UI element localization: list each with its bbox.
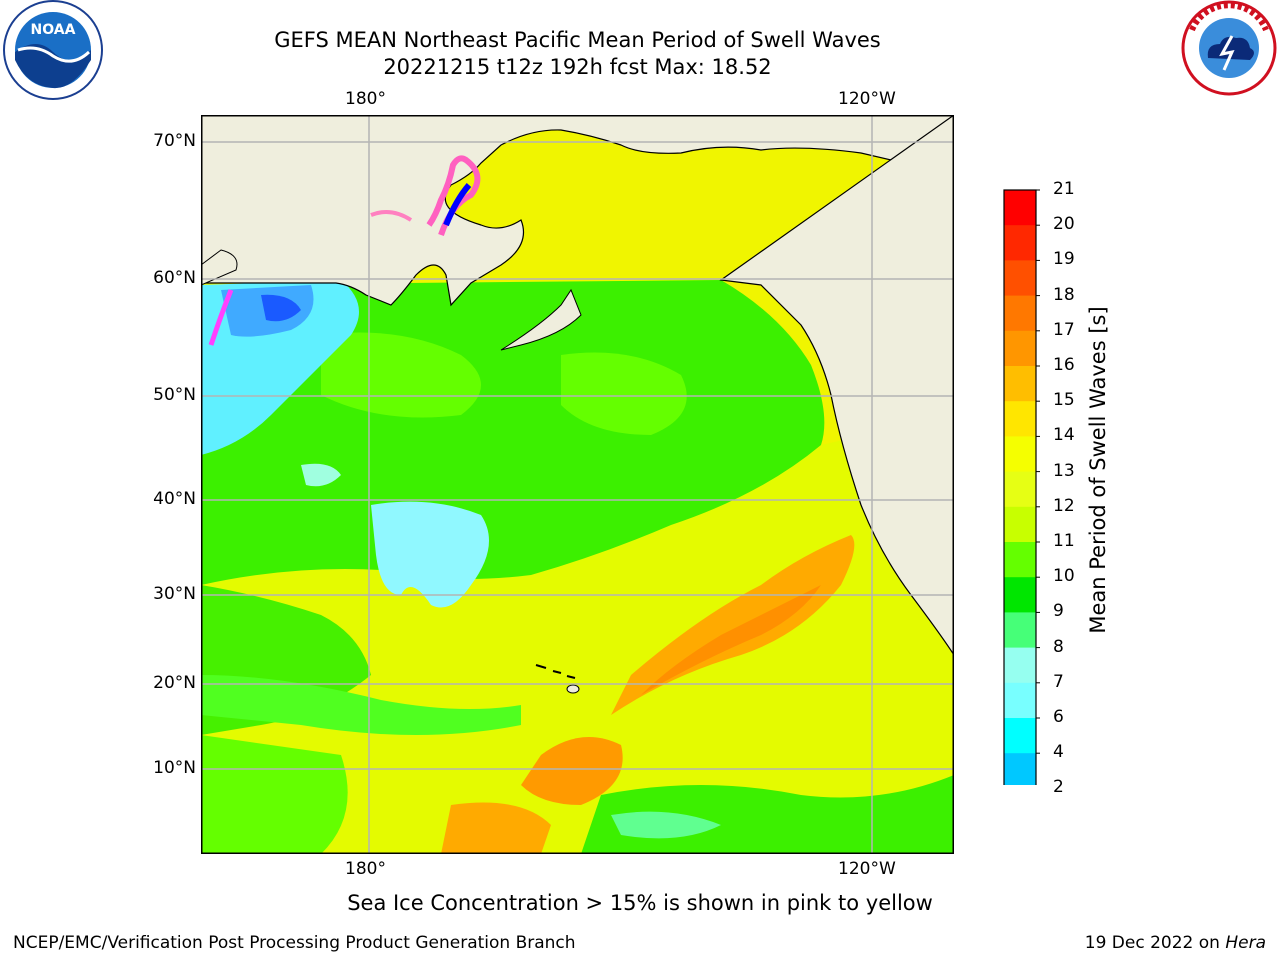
colorbar-tick-label: 10 bbox=[1053, 566, 1075, 587]
colorbar bbox=[1003, 189, 1040, 785]
swell-period-map bbox=[201, 115, 954, 854]
colorbar-segment bbox=[1004, 225, 1036, 261]
lon-label-bottom-180: 180° bbox=[345, 859, 386, 879]
footer-date-text: 19 Dec 2022 on bbox=[1084, 933, 1226, 953]
colorbar-tick-label: 11 bbox=[1053, 531, 1075, 551]
colorbar-tick-label: 13 bbox=[1053, 460, 1075, 481]
lat-label-20n: 20°N bbox=[153, 673, 196, 693]
colorbar-segment bbox=[1004, 542, 1036, 578]
colorbar-tick-label: 8 bbox=[1053, 636, 1064, 657]
colorbar-tick-label: 4 bbox=[1053, 742, 1064, 763]
colorbar-segment bbox=[1004, 577, 1036, 613]
colorbar-tick-label: 9 bbox=[1053, 601, 1064, 622]
colorbar-segment bbox=[1004, 647, 1036, 684]
footer-host: Hera bbox=[1225, 933, 1266, 953]
colorbar-tick-label: 15 bbox=[1053, 390, 1075, 411]
noaa-logo-icon: NOAA bbox=[3, 0, 103, 100]
colorbar-tick-label: 6 bbox=[1053, 707, 1064, 727]
chart-subtitle: 20221215 t12z 192h fcst Max: 18.52 bbox=[383, 55, 772, 79]
sea-ice-note: Sea Ice Concentration > 15% is shown in … bbox=[347, 891, 933, 915]
lat-label-10n: 10°N bbox=[153, 758, 196, 778]
colorbar-segment bbox=[1004, 753, 1036, 785]
land-north-america bbox=[719, 115, 954, 657]
colorbar-segment bbox=[1004, 190, 1036, 226]
colorbar-segment bbox=[1004, 295, 1036, 332]
lon-label-top-120w: 120°W bbox=[838, 89, 896, 109]
colorbar-tick-label: 19 bbox=[1053, 249, 1075, 270]
colorbar-label: Mean Period of Swell Waves [s] bbox=[1086, 306, 1110, 634]
map-frame bbox=[201, 115, 954, 854]
colorbar-segment bbox=[1004, 682, 1036, 719]
colorbar-tick-label: 18 bbox=[1053, 284, 1075, 305]
lat-label-60n: 60°N bbox=[153, 268, 196, 288]
chart-title: GEFS MEAN Northeast Pacific Mean Period … bbox=[274, 28, 881, 52]
colorbar-tick-label: 2 bbox=[1053, 777, 1064, 798]
lat-label-30n: 30°N bbox=[153, 584, 196, 604]
lat-label-40n: 40°N bbox=[153, 489, 196, 509]
colorbar-segment bbox=[1004, 436, 1036, 473]
nws-logo-icon bbox=[1181, 0, 1277, 96]
cyan-region-mid bbox=[371, 501, 489, 608]
colorbar-tick-label: 17 bbox=[1053, 319, 1075, 340]
footer-date: 19 Dec 2022 on Hera bbox=[1085, 933, 1266, 953]
lon-label-bottom-120w: 120°W bbox=[838, 859, 896, 879]
hawaii-island bbox=[566, 684, 580, 694]
colorbar-segment bbox=[1004, 401, 1036, 437]
map-graticule bbox=[201, 115, 954, 854]
colorbar-tick-label: 14 bbox=[1053, 425, 1075, 446]
colorbar-tick-label: 7 bbox=[1053, 671, 1064, 692]
colorbar-segment bbox=[1004, 260, 1036, 297]
colorbar-segment bbox=[1004, 612, 1036, 649]
lat-label-50n: 50°N bbox=[153, 385, 196, 405]
colorbar-segment bbox=[1004, 330, 1036, 367]
colorbar-tick-label: 16 bbox=[1053, 355, 1075, 375]
colorbar-tick-label: 20 bbox=[1053, 214, 1075, 235]
colorbar-segment bbox=[1004, 718, 1036, 754]
svg-text:NOAA: NOAA bbox=[31, 22, 76, 38]
colorbar-tick-label: 21 bbox=[1053, 179, 1075, 199]
land-alaska-north bbox=[201, 115, 954, 307]
colorbar-tick-label: 12 bbox=[1053, 495, 1075, 516]
colorbar-segment bbox=[1004, 506, 1036, 543]
lat-label-70n: 70°N bbox=[153, 131, 196, 151]
colorbar-segment bbox=[1004, 471, 1036, 508]
colorbar-segment bbox=[1004, 366, 1036, 402]
lon-label-top-180: 180° bbox=[345, 89, 386, 109]
footer-credit: NCEP/EMC/Verification Post Processing Pr… bbox=[13, 933, 576, 953]
